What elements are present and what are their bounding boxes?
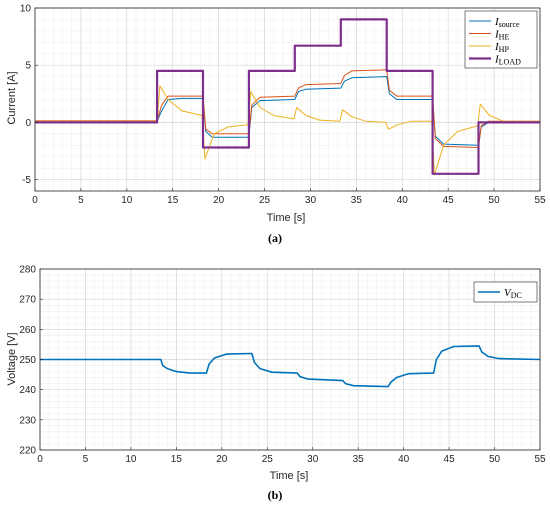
current-x-tick-label: 15 xyxy=(167,195,179,206)
voltage-y-tick-label: 260 xyxy=(19,325,36,336)
voltage-x-tick-label: 45 xyxy=(444,454,456,465)
current-series-source-line xyxy=(35,76,540,146)
voltage-x-tick-label: 20 xyxy=(216,454,228,465)
current-axes-frame xyxy=(34,7,541,192)
voltage-x-tick-label: 40 xyxy=(398,454,410,465)
current-x-tick-label: 10 xyxy=(121,195,133,206)
current-y-tick-label: 0 xyxy=(25,118,31,129)
voltage-y-tick-label: 250 xyxy=(19,355,36,366)
current-legend-entry: Isource xyxy=(494,16,520,29)
current-x-axis-label: Time [s] xyxy=(267,212,306,224)
current-series-he-line xyxy=(35,69,540,148)
current-y-axis-label: Current [A] xyxy=(6,71,18,124)
current-y-tick-label: -5 xyxy=(22,175,31,186)
current-x-tick-label: 50 xyxy=(489,195,501,206)
voltage-x-tick-label: 10 xyxy=(125,454,137,465)
current-y-tick-label: 5 xyxy=(25,61,31,72)
voltage-x-tick-label: 25 xyxy=(262,454,274,465)
voltage-x-axis-label: Time [s] xyxy=(270,470,309,482)
current-x-tick-label: 45 xyxy=(443,195,455,206)
voltage-series-dc-line xyxy=(40,345,541,388)
voltage-y-axis-label: Voltage [V] xyxy=(6,332,18,385)
current-chart: 0 5 10 15 20 25 30 35 40 45 50 55-50510IsourceIHEIH… xyxy=(20,4,546,207)
voltage-x-tick-label: 30 xyxy=(307,454,319,465)
voltage-x-tick-label: 5 xyxy=(83,454,89,465)
voltage-legend: VDC xyxy=(473,281,538,303)
voltage-y-tick-label: 280 xyxy=(19,265,36,276)
subfigure-label-a: (a) xyxy=(268,231,282,245)
subfigure-label-b: (b) xyxy=(268,488,283,502)
voltage-y-tick-label: 270 xyxy=(19,295,36,306)
current-x-tick-label: 35 xyxy=(351,195,363,206)
current-x-tick-label: 0 xyxy=(32,195,38,206)
current-series-load-line xyxy=(35,18,540,175)
current-x-tick-label: 25 xyxy=(259,195,271,206)
voltage-x-tick-label: 55 xyxy=(534,454,546,465)
current-legend-entry: ILOAD xyxy=(494,54,521,67)
voltage-y-tick-label: 220 xyxy=(19,446,36,457)
current-x-tick-label: 20 xyxy=(213,195,225,206)
current-x-tick-label: 55 xyxy=(534,195,546,206)
voltage-chart: 0 5 10 15 20 25 30 35 40 45 50 55 220 230 240 250 260 270… xyxy=(19,265,546,466)
voltage-y-tick-label: 240 xyxy=(19,385,36,396)
current-x-tick-label: 30 xyxy=(305,195,317,206)
voltage-y-tick-label: 230 xyxy=(19,415,36,426)
voltage-x-tick-label: 35 xyxy=(353,454,365,465)
current-x-tick-label: 40 xyxy=(397,195,409,206)
current-legend-entry: IHP xyxy=(494,41,509,54)
voltage-legend-entry: VDC xyxy=(504,287,522,300)
current-x-tick-label: 5 xyxy=(78,195,84,206)
current-legend-entry: IHE xyxy=(494,29,509,42)
voltage-x-tick-label: 15 xyxy=(171,454,183,465)
voltage-x-tick-label: 0 xyxy=(37,454,43,465)
current-y-tick-label: 10 xyxy=(20,4,32,15)
voltage-x-tick-label: 50 xyxy=(489,454,501,465)
